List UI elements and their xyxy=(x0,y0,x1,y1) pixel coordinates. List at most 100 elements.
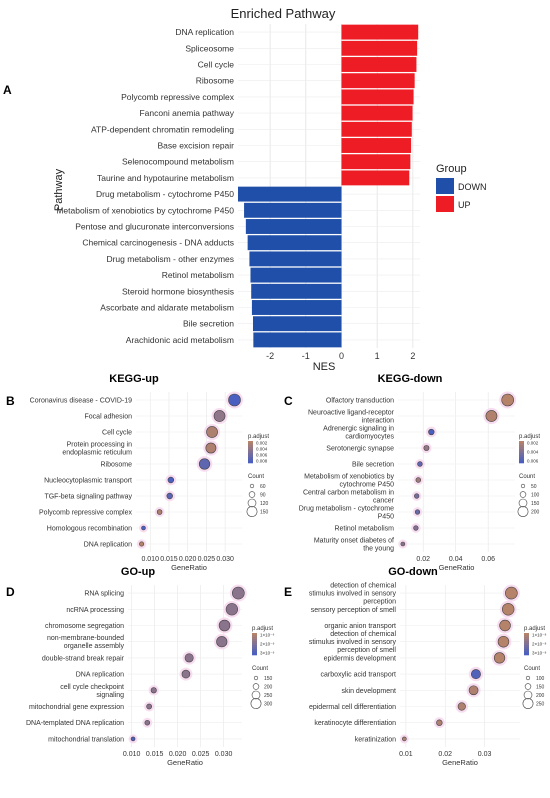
dot-category-label: cell cycle checkpoint signaling xyxy=(60,684,124,699)
legend-color-bar-segment xyxy=(252,647,257,650)
legend-color-tick: 0.006 xyxy=(256,453,268,458)
dot-category-label: Metabolism of xenobiotics by cytochrome P… xyxy=(304,474,394,489)
dot-xtick: 0.03 xyxy=(478,751,492,758)
panel-a-xtick: -2 xyxy=(266,351,274,361)
legend-color-bar-segment xyxy=(248,443,253,446)
legend-color-tick: 0.002 xyxy=(256,441,268,446)
dot-xtick: 0.020 xyxy=(179,556,197,563)
legend-color-bar-segment xyxy=(248,455,253,458)
legend-size-tick: 200 xyxy=(536,693,545,699)
legend-color-bar-segment xyxy=(524,645,529,648)
legend-color-bar-segment xyxy=(519,459,524,462)
dot-xtick: 0.02 xyxy=(438,751,452,758)
legend-color-bar-segment xyxy=(524,643,529,646)
dot-xlabel: GeneRatio xyxy=(167,758,203,767)
panel-a-xtick: 0 xyxy=(339,351,344,361)
panel-a-category-label: Drug metabolism - cytochrome P450 xyxy=(96,189,234,199)
panel-a-category-label: Retinol metabolism xyxy=(162,270,234,280)
dot-xtick: 0.020 xyxy=(169,751,187,758)
dot-point xyxy=(225,603,239,616)
panel-a-bar xyxy=(244,202,342,218)
panel-a-category-label: Polycomb repressive complex xyxy=(121,92,235,102)
dot-point xyxy=(166,492,173,500)
panel-a-bar xyxy=(341,138,412,153)
dot-point xyxy=(417,461,423,467)
dot-category-label: keratinocyte differentiation xyxy=(314,720,396,727)
dot-point xyxy=(505,586,518,600)
panel-a-category-label: Drug metabolism - other enzymes xyxy=(106,254,234,264)
legend-color-bar-segment xyxy=(252,645,257,648)
dot-point xyxy=(213,410,226,422)
dot-point xyxy=(218,619,231,632)
panel-a-category-label: Base excision repair xyxy=(157,141,234,151)
legend-color-bar-segment xyxy=(524,653,529,656)
dot-xtick: 0.06 xyxy=(481,556,495,563)
panel-a-bar xyxy=(238,186,342,202)
panel-a-bar xyxy=(341,105,413,121)
legend-color-bar-segment xyxy=(519,453,524,456)
legend-size-circle xyxy=(517,506,529,517)
panel-a-category-label: Fanconi anemia pathway xyxy=(139,108,234,118)
dot-xtick: 0.015 xyxy=(160,556,178,563)
dot-point xyxy=(144,719,151,726)
dot-category-label: epidermal cell differentiation xyxy=(309,704,396,711)
panel-a-category-label: Arachidonic acid metabolism xyxy=(126,335,234,345)
legend-color-title: p.adjust xyxy=(519,434,540,440)
dot-point xyxy=(499,619,511,632)
panel-a-xtick: 1 xyxy=(375,351,380,361)
panel-a-bar xyxy=(341,73,415,89)
dot-point xyxy=(468,685,479,696)
legend-size-tick: 250 xyxy=(264,693,273,699)
dot-point xyxy=(414,509,421,515)
panel-b-letter: B xyxy=(6,394,15,408)
panel-a-category-label: Bile secretion xyxy=(183,319,234,329)
dot-xlabel: GeneRatio xyxy=(171,563,207,572)
legend-color-bar-segment xyxy=(519,455,524,458)
dot-xtick: 0.01 xyxy=(399,751,413,758)
dot-category-label: epidermis development xyxy=(324,655,396,662)
legend-color-bar-segment xyxy=(524,641,529,644)
legend-size-circle xyxy=(246,506,258,517)
panel-a-bar xyxy=(250,267,342,283)
panel-e-letter: E xyxy=(284,585,292,599)
legend-color-bar-segment xyxy=(252,653,257,656)
panel-a-category-label: Chemical carcinogenesis - DNA adducts xyxy=(82,238,234,248)
panel-a-category-label: DNA replication xyxy=(175,27,234,37)
dot-point xyxy=(150,687,157,694)
panel-a-bar xyxy=(341,89,414,105)
legend-size-tick: 300 xyxy=(264,702,273,708)
panel-a-category-label: Ribosome xyxy=(196,76,235,86)
legend-color-bar-segment xyxy=(252,635,257,638)
legend-color-tick: 0.004 xyxy=(256,447,268,452)
legend-color-bar-segment xyxy=(248,445,253,448)
panel-a-bar xyxy=(251,300,342,315)
dot-category-label: Bile secretion xyxy=(352,462,394,469)
dot-category-label: mitochondrial gene expression xyxy=(29,704,124,711)
legend-label-down: DOWN xyxy=(458,182,487,192)
panel-a-bar xyxy=(341,24,419,40)
legend-size-tick: 100 xyxy=(531,493,540,499)
dot-category-label: Adrenergic signaling in cardiomyocytes xyxy=(323,426,394,441)
dot-category-label: ncRNA processing xyxy=(66,607,124,614)
legend-color-tick: 0.002 xyxy=(527,441,539,446)
dot-category-label: DNA replication xyxy=(76,672,124,679)
dot-category-label: Cell cycle xyxy=(102,430,132,437)
panel-e-title: GO-down xyxy=(388,566,438,578)
panel-a-legend-title: Group xyxy=(436,163,467,175)
legend-color-bar-segment xyxy=(252,643,257,646)
dot-point xyxy=(228,393,241,407)
panel-a-bar xyxy=(341,170,410,186)
legend-color-bar-segment xyxy=(248,457,253,460)
legend-size-circle xyxy=(248,491,256,498)
dot-category-label: Drug metabolism - cytochrome P450 xyxy=(299,506,394,521)
dot-xlabel: GeneRatio xyxy=(439,563,475,572)
panel-a-plot-bg xyxy=(238,24,420,348)
panel-a-category-label: Steroid hormone biosynthesis xyxy=(122,286,234,296)
dot-category-label: TGF-beta signaling pathway xyxy=(44,494,132,501)
panel-a-category-label: Cell cycle xyxy=(198,60,235,70)
legend-color-bar-segment xyxy=(252,641,257,644)
dot-category-label: Olfactory transduction xyxy=(326,398,394,405)
dot-plot-bg xyxy=(400,585,520,747)
legend-color-bar-segment xyxy=(252,651,257,654)
legend-size-circle xyxy=(520,483,526,489)
